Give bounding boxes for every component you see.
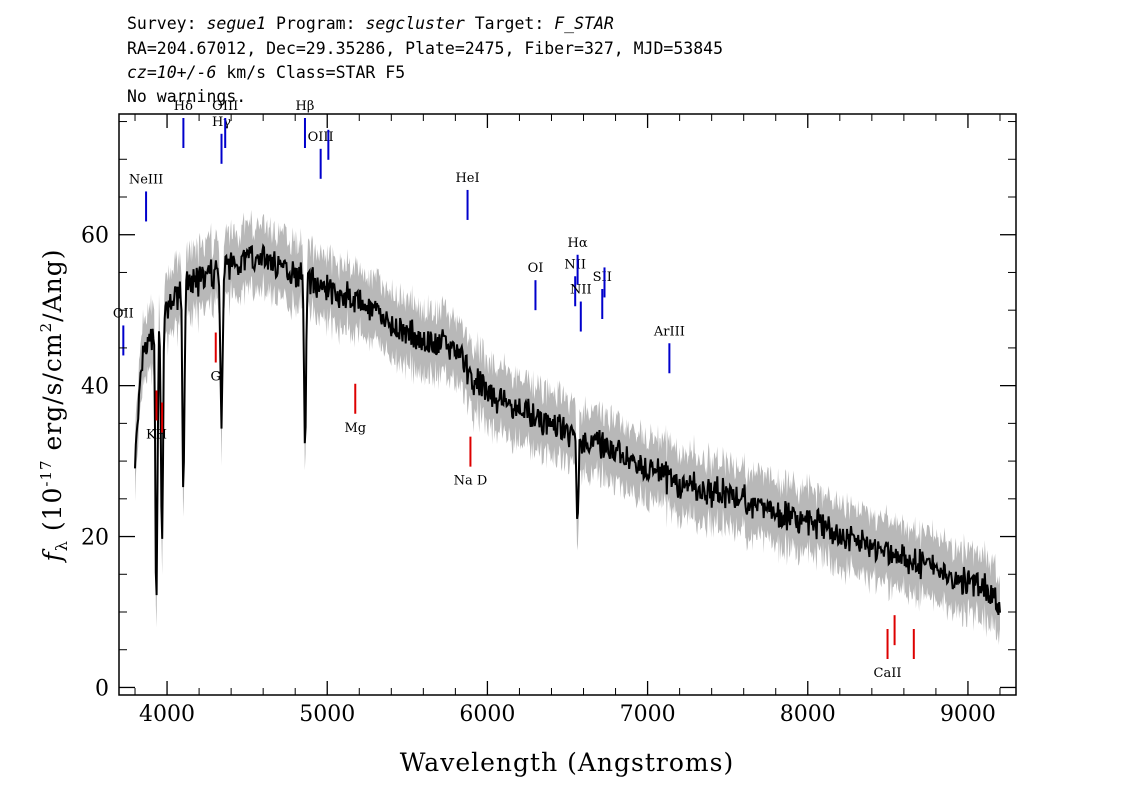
plot-frame: [118, 113, 1017, 696]
spectral-line-label: OIII: [212, 99, 238, 114]
cz-rest: km/s Class=STAR F5: [216, 63, 406, 82]
spectral-line-label: CaII: [874, 666, 902, 681]
survey-label: Survey:: [127, 14, 197, 33]
spectral-line-label: OII: [113, 306, 134, 321]
x-tick-label: 5000: [299, 702, 355, 727]
spectral-line-label: SII: [593, 270, 612, 285]
x-tick-label: 8000: [780, 702, 836, 727]
header-line-1: Survey: segue1 Program: segcluster Targe…: [127, 14, 614, 34]
target-value: F_STAR: [554, 14, 614, 33]
y-tick-label: 40: [81, 375, 109, 400]
x-tick-label: 9000: [940, 702, 996, 727]
spectral-line-label: OIII: [308, 130, 334, 145]
spectral-line-label: ArIII: [653, 324, 685, 339]
header-line-2: RA=204.67012, Dec=29.35286, Plate=2475, …: [127, 39, 724, 58]
spectral-line-label: NII: [570, 283, 592, 298]
axis-ticks-layer: 4000 5000 6000 7000 8000 9000 0 20 40 60: [81, 114, 1016, 727]
spectral-line-label: Hδ: [174, 99, 193, 114]
spectral-line-label: Hγ: [212, 115, 231, 130]
survey-value: segue1: [206, 14, 267, 33]
spectral-line-label: NeIII: [129, 172, 163, 187]
flux-layer: [134, 243, 1001, 615]
spectral-line-label: Na D: [454, 474, 488, 489]
program-value: segcluster: [365, 14, 465, 33]
header-line-4: No warnings.: [127, 87, 247, 106]
target-label: Target:: [474, 14, 545, 33]
spectral-line-label: NII: [564, 257, 586, 272]
y-tick-label: 0: [95, 676, 109, 701]
x-tick-label: 6000: [459, 702, 515, 727]
y-tick-label: 20: [81, 526, 109, 551]
spectral-line-label: Hα: [568, 236, 588, 251]
spectral-line-label: KH: [146, 427, 167, 442]
header-line-3: cz=10+/-6 km/s Class=STAR F5: [127, 63, 405, 83]
y-axis-label: fλ (10-17 erg/s/cm2/Ang): [37, 248, 71, 563]
x-tick-label: 7000: [620, 702, 676, 727]
x-tick-label: 4000: [139, 702, 195, 727]
flux-line: [134, 243, 1001, 615]
program-label: Program:: [276, 14, 356, 33]
spectral-line-label: Hβ: [296, 99, 315, 114]
spectral-line-label: HeI: [455, 171, 479, 186]
spectral-line-label: Mg: [344, 421, 366, 436]
spectral-line-label: OI: [528, 261, 544, 276]
y-tick-label: 60: [81, 224, 109, 249]
cz-value: cz=10+/-6: [127, 63, 217, 82]
x-axis-label: Wavelength (Angstroms): [400, 748, 734, 777]
spectral-line-label: G: [211, 370, 221, 385]
